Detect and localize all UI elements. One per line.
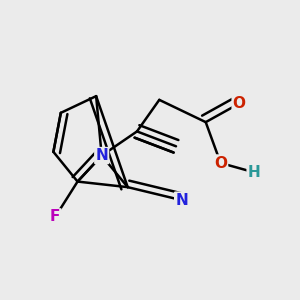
Text: H: H — [248, 165, 260, 180]
Text: F: F — [50, 209, 60, 224]
Text: O: O — [214, 155, 227, 170]
Text: N: N — [175, 193, 188, 208]
Text: N: N — [95, 148, 108, 163]
Text: O: O — [233, 96, 246, 111]
